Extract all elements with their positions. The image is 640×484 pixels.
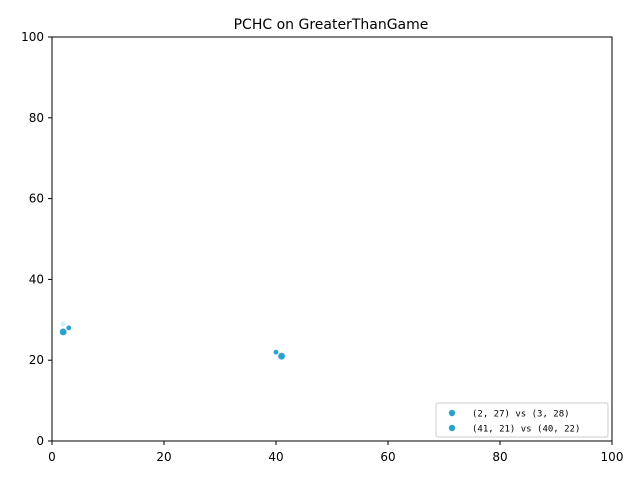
data-point — [273, 349, 279, 355]
x-tick-label: 0 — [48, 450, 56, 464]
y-tick-label: 20 — [29, 353, 44, 367]
data-point — [60, 321, 66, 327]
legend-box — [435, 402, 609, 438]
y-tick-label: 0 — [36, 434, 44, 448]
x-tick-label: 60 — [380, 450, 395, 464]
legend: (2, 27) vs (3, 28) (41, 21) vs (40, 22) — [435, 402, 609, 438]
x-tick-label: 100 — [601, 450, 624, 464]
legend-marker — [448, 424, 456, 432]
x-tick-label: 40 — [268, 450, 283, 464]
chart-title: PCHC on GreaterThanGame — [234, 17, 429, 33]
data-point — [59, 328, 68, 336]
y-tick-label: 60 — [29, 192, 44, 206]
plot-frame — [51, 36, 613, 442]
y-tick-label: 100 — [21, 30, 44, 44]
data-point — [277, 352, 286, 360]
x-tick-label: 20 — [156, 450, 171, 464]
legend-label: (2, 27) vs (3, 28) — [472, 410, 570, 420]
y-axis: 0 20 40 60 80 100 — [21, 30, 52, 448]
data-point — [66, 325, 72, 331]
plot-content — [59, 321, 286, 360]
y-tick-label: 40 — [29, 272, 44, 286]
legend-marker — [448, 409, 456, 417]
legend-label: (41, 21) vs (40, 22) — [472, 425, 580, 435]
x-axis: 0 20 40 60 80 100 — [48, 441, 623, 464]
x-tick-label: 80 — [492, 450, 507, 464]
y-tick-label: 80 — [29, 111, 44, 125]
